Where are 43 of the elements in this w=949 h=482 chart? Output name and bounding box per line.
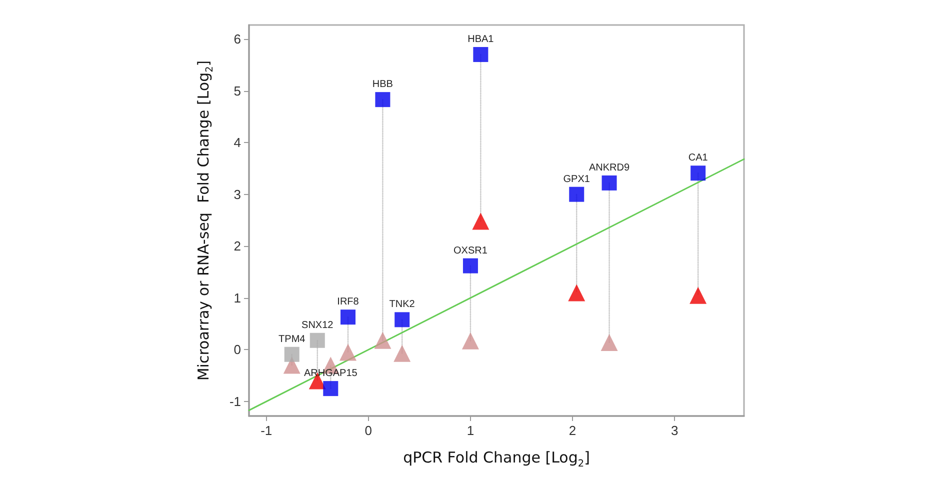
y-tick-label: 1 [234,290,241,306]
y-axis-title: Microarray or RNA-seq Fold Change [Log2] [194,60,216,381]
point [473,47,488,62]
point [568,284,586,302]
point [340,310,356,325]
point [323,381,338,396]
point [462,332,479,350]
point [375,92,390,108]
annotation: TPM4 [278,334,306,345]
annotation: HBA1 [468,34,494,46]
point [472,212,490,230]
x-tick-label: -1 [260,423,272,438]
point [569,186,584,202]
y-tick-label: 2 [234,238,241,254]
point [690,166,706,181]
x-tick-label: 1 [466,423,474,438]
annotation: HBB [372,79,394,90]
point [394,312,410,328]
y-tick-label: 6 [234,31,241,46]
y-tick-label: 0 [234,342,241,358]
point [690,286,707,304]
point [340,344,356,361]
point [284,346,300,362]
x-tick-label: 3 [670,423,678,438]
y-tick-label: 5 [234,83,241,98]
x-tick-label: 2 [568,423,576,438]
annotation: ANKRD9 [588,162,630,174]
x-tick-label: 0 [364,423,372,438]
point [310,332,325,348]
annotation: TNK2 [389,299,416,310]
annotation: OXSR1 [454,245,488,256]
point [374,332,392,349]
point [394,344,411,362]
annotation: CA1 [688,152,708,164]
y-tick-label: -1 [229,394,241,409]
annotation: GPX1 [563,174,590,185]
point [600,334,618,351]
annotation: IRF8 [337,296,360,308]
annotation: SNX12 [302,320,334,331]
point [602,175,617,190]
y-tick-label: 3 [234,186,241,202]
point [462,258,478,274]
y-tick-label: 4 [234,135,241,150]
